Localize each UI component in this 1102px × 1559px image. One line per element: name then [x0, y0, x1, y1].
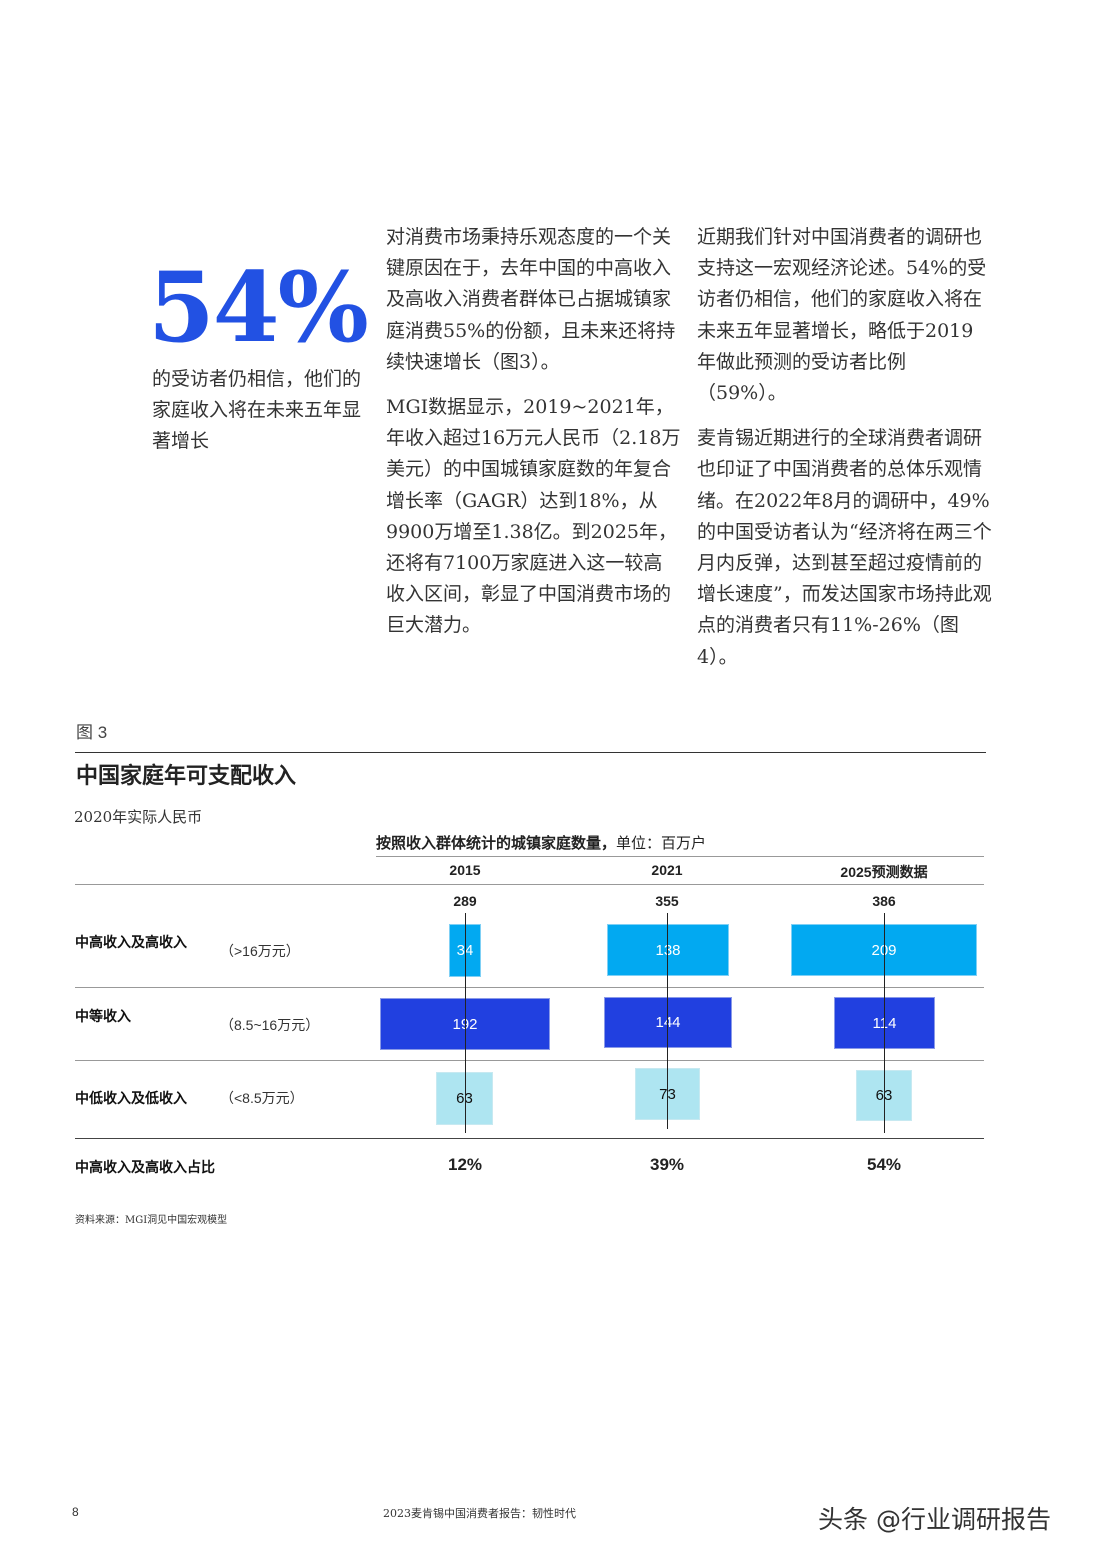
- row-range-low: （<8.5万元）: [220, 1090, 304, 1106]
- column-rule: [75, 884, 984, 885]
- share-2021: 39%: [649, 1155, 685, 1174]
- figure-subtitle: 2020年实际人民币: [74, 808, 203, 826]
- center-axis-2015: [465, 913, 466, 1133]
- total-2015: 289: [453, 893, 477, 909]
- share-2025: 54%: [866, 1155, 902, 1174]
- paragraph: MGI数据显示，2019~2021年，年收入超过16万元人民币（2.18万美元）…: [386, 396, 681, 637]
- body-column-2: 近期我们针对中国消费者的调研也支持这一宏观经济论述。54%的受访者仍相信，他们的…: [697, 222, 992, 687]
- row-divider: [75, 987, 984, 988]
- column-header-2025: 2025预测数据: [840, 864, 928, 880]
- header-rule: [376, 856, 984, 857]
- chart-header-bold: 按照收入群体统计的城镇家庭数量，: [376, 834, 617, 852]
- page-number: 8: [72, 1505, 79, 1519]
- paragraph: 麦肯锡近期进行的全球消费者调研也印证了中国消费者的总体乐观情绪。在2022年8月…: [697, 427, 992, 668]
- column-header-2021: 2021: [651, 862, 683, 878]
- watermark: 头条 @行业调研报告: [818, 1505, 1051, 1534]
- figure-title: 中国家庭年可支配收入: [76, 763, 297, 789]
- share-2015: 12%: [447, 1155, 483, 1174]
- center-axis-2025: [884, 913, 885, 1133]
- share-row-label: 中高收入及高收入占比: [75, 1160, 215, 1176]
- center-axis-2021: [667, 913, 668, 1129]
- source-note: 资料来源：MGI洞见中国宏观模型: [75, 1215, 228, 1226]
- row-divider: [75, 1060, 984, 1061]
- chart-header-unit: 单位：百万户: [616, 834, 707, 852]
- bar-2015-low: 63: [436, 1072, 493, 1125]
- figure-label: 图 3: [76, 723, 108, 742]
- footer-report-title: 2023麦肯锡中国消费者报告：韧性时代: [383, 1507, 576, 1520]
- chart-bottom-rule: [75, 1138, 984, 1139]
- bar-2021-high: 138: [607, 924, 729, 976]
- highlight-stat: 54%: [148, 251, 369, 364]
- body-column-1: 对消费市场秉持乐观态度的一个关键原因在于，去年中国的中高收入及高收入消费者群体已…: [386, 222, 681, 656]
- row-label-low: 中低收入及低收入: [75, 1091, 187, 1107]
- total-2025: 386: [872, 893, 896, 909]
- chart-header: 按照收入群体统计的城镇家庭数量，单位：百万户: [376, 832, 706, 853]
- total-2021: 355: [655, 893, 679, 909]
- row-range-mid: （8.5~16万元）: [220, 1017, 320, 1033]
- row-label-high: 中高收入及高收入: [75, 935, 187, 951]
- highlight-caption: 的受访者仍相信，他们的家庭收入将在未来五年显著增长: [152, 368, 362, 452]
- paragraph: 对消费市场秉持乐观态度的一个关键原因在于，去年中国的中高收入及高收入消费者群体已…: [386, 226, 676, 373]
- row-label-mid: 中等收入: [75, 1009, 131, 1025]
- paragraph: 近期我们针对中国消费者的调研也支持这一宏观经济论述。54%的受访者仍相信，他们的…: [697, 226, 987, 405]
- figure-divider: [75, 752, 986, 753]
- row-range-high: （>16万元）: [220, 943, 300, 959]
- bar-2021-mid: 144: [604, 997, 732, 1048]
- column-header-2015: 2015: [449, 862, 481, 878]
